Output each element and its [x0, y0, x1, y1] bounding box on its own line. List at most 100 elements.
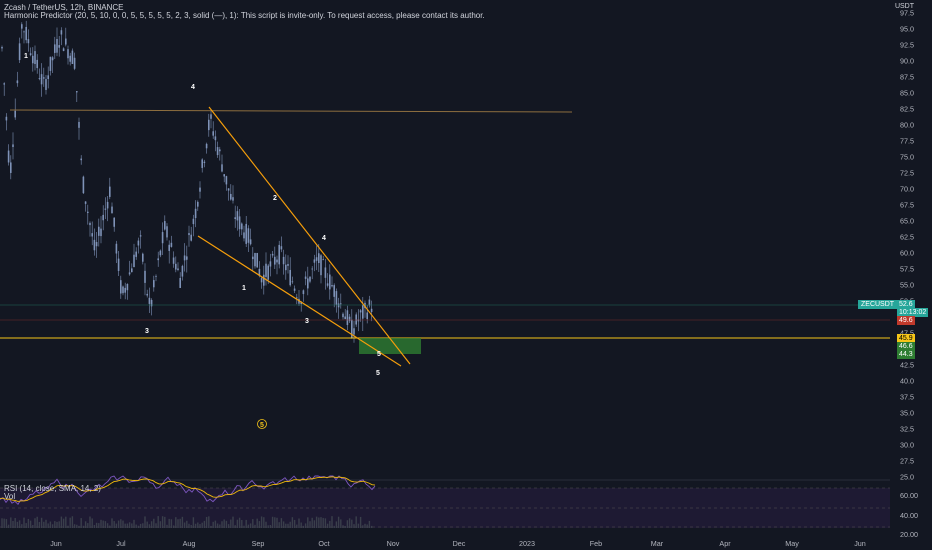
price-axis-label: 65.0: [900, 217, 914, 226]
candle-body: [311, 268, 313, 270]
candle-body: [342, 313, 344, 318]
volume-bar: [106, 523, 109, 528]
volume-bar: [139, 523, 142, 528]
target-zone-box[interactable]: [359, 338, 421, 354]
volume-bar: [34, 518, 36, 528]
candle-body: [131, 268, 133, 273]
vol-legend[interactable]: Vol: [4, 492, 16, 501]
candle-body: [120, 280, 122, 294]
candle-body: [60, 30, 63, 35]
volume-bar: [144, 516, 146, 528]
volume-bar: [12, 520, 14, 528]
currency-label: USDT: [894, 3, 914, 10]
candle-body: [161, 232, 164, 244]
candle-body: [80, 158, 82, 161]
candle-body: [3, 83, 5, 85]
candle-body: [232, 197, 234, 201]
wave-label-1b: 1: [242, 285, 246, 292]
candle-body: [51, 57, 54, 61]
candle-body: [137, 240, 140, 246]
volume-bar: [21, 524, 23, 528]
resistance-line[interactable]: [9, 109, 573, 113]
candle-body: [155, 275, 157, 277]
candle-body: [302, 290, 305, 295]
lower-trendline[interactable]: [197, 235, 402, 367]
candle-body: [291, 281, 294, 283]
price-axis-label: 87.5: [900, 73, 914, 82]
rsi-legend[interactable]: RSI (14, close, SMA, 14, 2): [4, 484, 101, 493]
candle-body: [157, 258, 159, 261]
time-axis-label: Jun: [50, 539, 62, 548]
volume-bar: [287, 523, 289, 528]
candle-body: [307, 278, 309, 289]
volume-bar: [190, 524, 192, 528]
candle-body: [5, 116, 8, 121]
countdown-tag: 10:13:02: [897, 308, 929, 317]
volume-bar: [340, 519, 342, 528]
upper-trendline[interactable]: [208, 106, 411, 365]
volume-bar: [302, 525, 305, 528]
volume-bar: [285, 523, 287, 528]
volume-bar: [73, 524, 76, 528]
volume-bar: [241, 519, 243, 528]
volume-bar: [135, 524, 137, 528]
time-axis[interactable]: Jun Jul Aug Sep Oct Nov Dec 2023 Feb Mar Apr May Jun: [50, 539, 866, 548]
volume-bar: [223, 519, 225, 528]
candle-body: [170, 242, 173, 247]
candle-body: [135, 251, 137, 257]
candle-body: [326, 283, 329, 286]
volume-bar: [56, 521, 58, 528]
volume-bar: [23, 517, 25, 528]
volume-bar: [113, 521, 115, 528]
candle-body: [227, 188, 230, 191]
symbol-legend[interactable]: Zcash / TetherUS, 12h, BINANCE: [4, 3, 124, 12]
candle-body: [78, 121, 80, 128]
candle-body: [14, 110, 16, 118]
candle-body: [212, 131, 214, 136]
volume-bar: [256, 518, 258, 528]
candle-body: [346, 310, 349, 325]
volume-bar: [364, 523, 366, 528]
candle-body: [324, 267, 327, 278]
candle-body: [208, 119, 210, 131]
candle-body: [236, 211, 239, 221]
volume-bar: [342, 525, 344, 528]
candle-body: [267, 265, 269, 280]
candle-body: [278, 244, 280, 265]
time-axis-label: Apr: [719, 539, 731, 548]
price-axis-label: 97.5: [900, 9, 914, 18]
volume-bar: [276, 517, 278, 528]
candle-body: [71, 50, 74, 65]
volume-bar: [95, 522, 98, 528]
candle-body: [100, 228, 102, 237]
price-axis-label: 25.0: [900, 473, 914, 482]
volume-bar: [258, 521, 261, 528]
indicator-legend[interactable]: Harmonic Predictor (20, 5, 10, 0, 0, 5, …: [4, 11, 485, 20]
price-axis-label: 90.0: [900, 57, 914, 66]
wave-label-2: 2: [273, 195, 277, 202]
volume-bar: [368, 520, 371, 528]
volume-bar: [60, 516, 63, 528]
price-axis-label: 95.0: [900, 25, 914, 34]
candle-body: [49, 56, 52, 71]
candle-body: [271, 253, 274, 256]
volume-bar: [252, 519, 254, 528]
volume-bar: [161, 516, 164, 528]
volume-bar: [280, 518, 283, 528]
candle-body: [16, 80, 19, 84]
candle-body: [89, 222, 91, 226]
time-axis-label: Aug: [183, 539, 196, 548]
candle-body: [87, 211, 89, 213]
volume-bar: [43, 521, 45, 528]
volume-bar: [126, 523, 129, 528]
price-axis-label: 35.0: [900, 409, 914, 418]
candle-body: [29, 53, 32, 56]
candle-body: [65, 38, 67, 45]
volume-bar: [208, 516, 210, 528]
volume-bar: [142, 523, 144, 528]
volume-bar: [122, 520, 124, 528]
volume-bar: [175, 517, 177, 528]
time-axis-label: May: [785, 539, 799, 548]
